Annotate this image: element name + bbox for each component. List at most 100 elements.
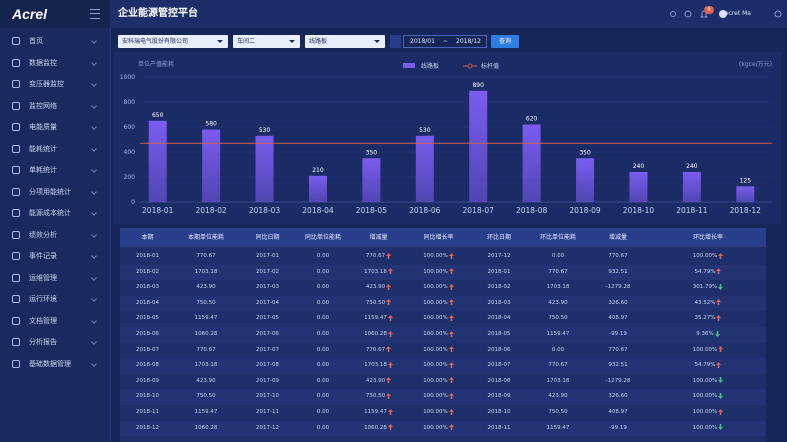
avatar[interactable] bbox=[719, 10, 727, 18]
sidebar: Acrel 首页 数据监控 变压器监控 监控网络 电能质量 能耗统计 单耗统计 分项用能统计能… bbox=[0, 0, 111, 442]
table-cell: 0.00 bbox=[316, 377, 330, 384]
menu-text: 单耗统计 bbox=[29, 166, 57, 174]
menu-text: 基础数据管理 bbox=[29, 359, 71, 368]
user-name[interactable]: Secret Ma bbox=[721, 10, 751, 17]
table-cell: 100.00% bbox=[650, 374, 766, 390]
menu-icon bbox=[12, 123, 20, 131]
menu-toggle[interactable] bbox=[90, 9, 100, 19]
menu-chevron bbox=[91, 167, 97, 173]
table-cell: 1159.47 bbox=[194, 315, 218, 322]
menu-item[interactable]: 首页 bbox=[0, 31, 110, 51]
arrow-shape bbox=[448, 268, 454, 275]
trend-arrow bbox=[448, 268, 454, 275]
top-bar: 企业能源管控平台 Secret Ma bbox=[110, 0, 787, 28]
table-cell: 770.67 bbox=[608, 346, 628, 353]
line-select[interactable]: 线路板 bbox=[305, 35, 385, 48]
table-cell: 770.67 bbox=[348, 249, 409, 265]
cell-text: 100.00% bbox=[423, 377, 448, 384]
table-cell: 100.00% bbox=[409, 405, 468, 421]
menu-item[interactable]: 绩效分析 bbox=[0, 225, 110, 245]
table-cell: -99.19 bbox=[609, 331, 627, 337]
menu-text: 文档管理 bbox=[29, 316, 57, 325]
menu-item[interactable]: 分析报告 bbox=[0, 332, 110, 352]
menu-text: 数据监控 bbox=[29, 58, 57, 67]
table-cell: 2018-08 bbox=[487, 377, 511, 384]
menu-item[interactable]: 分项用能统计 bbox=[0, 182, 110, 202]
table-cell: 54.79% bbox=[650, 358, 766, 374]
menu-item[interactable]: 运行环境 bbox=[0, 289, 110, 309]
column-header: 同比增长率 bbox=[409, 228, 468, 247]
menu-icon bbox=[12, 230, 20, 239]
table-cell: 100.00% bbox=[409, 343, 468, 359]
end-date: 2018/12 bbox=[456, 38, 481, 45]
arrow-shape bbox=[448, 408, 454, 415]
table-cell: 2018-06 bbox=[136, 331, 159, 337]
table-cell: 1159.47 bbox=[546, 331, 570, 337]
arrow-shape bbox=[716, 299, 722, 306]
settings-icon[interactable] bbox=[774, 10, 782, 18]
trend-arrow bbox=[718, 424, 724, 431]
trend-arrow bbox=[448, 330, 454, 337]
column-header: 环比单位能耗 bbox=[530, 228, 586, 247]
table-cell: 1703.18 bbox=[194, 362, 218, 369]
arrow-shape bbox=[716, 314, 722, 321]
table-cell: 750.50 bbox=[196, 299, 216, 306]
menu-item[interactable]: 电能质量 bbox=[0, 117, 110, 137]
menu-item[interactable]: 单耗统计 bbox=[0, 160, 110, 180]
menu-icon bbox=[12, 273, 20, 282]
menu-item[interactable]: 文档管理 bbox=[0, 311, 110, 331]
query-button[interactable]: 查询 bbox=[491, 35, 519, 48]
arrow-shape bbox=[387, 314, 393, 321]
table-cell: 100.00% bbox=[650, 421, 766, 437]
cell-text: 1703.18 bbox=[364, 362, 387, 369]
menu-text: 首页 bbox=[29, 37, 43, 45]
table-cell: 750.50 bbox=[196, 393, 216, 400]
date-range[interactable]: 2018/01 ~ 2018/12 bbox=[403, 35, 487, 48]
table-cell: 9.36% bbox=[650, 327, 766, 343]
cell-text: 1703.18 bbox=[364, 268, 387, 275]
column-header: 增减量 bbox=[586, 228, 650, 247]
app-title: 企业能源管控平台 bbox=[118, 8, 198, 19]
table-cell: 54.79% bbox=[650, 265, 766, 281]
trend-arrow bbox=[386, 252, 392, 259]
start-date: 2018/01 bbox=[410, 38, 435, 45]
table-cell: 301.79% bbox=[650, 280, 766, 296]
table-cell: 2017-02 bbox=[256, 268, 279, 275]
menu-item[interactable]: 能源成本统计 bbox=[0, 203, 110, 223]
cell-text: 100.00% bbox=[692, 393, 718, 400]
cell-text: 750.50 bbox=[365, 393, 386, 400]
menu-item[interactable]: 运维管理 bbox=[0, 268, 110, 288]
menu-item[interactable]: 变压器监控 bbox=[0, 74, 110, 94]
trend-arrow bbox=[714, 330, 720, 337]
menu-icon bbox=[12, 187, 20, 196]
menu-text: 分析报告 bbox=[29, 338, 57, 346]
search-icon[interactable] bbox=[670, 11, 676, 17]
trend-arrow bbox=[718, 346, 724, 353]
help-icon[interactable] bbox=[684, 10, 692, 18]
column-header: 环比增长率 bbox=[650, 228, 766, 247]
table-cell: 0.00 bbox=[316, 424, 330, 431]
menu-item[interactable]: 基础数据管理 bbox=[0, 354, 110, 374]
workshop-select[interactable]: 车间二 bbox=[233, 35, 300, 48]
table-cell: 2017-12 bbox=[256, 424, 279, 431]
company-select[interactable]: 安科瑞电气股份有限公司 bbox=[118, 35, 228, 48]
trend-arrow bbox=[716, 361, 722, 368]
menu-chevron bbox=[91, 274, 97, 281]
menu-chevron bbox=[91, 253, 97, 259]
table-cell: 2018-01 bbox=[487, 268, 511, 275]
menu-item[interactable]: 数据监控 bbox=[0, 53, 110, 73]
table-row: 2018-03 423.90 2017-03 0.00 423.90 100.00% 201… bbox=[120, 280, 766, 296]
cell-text: 301.79% bbox=[692, 284, 718, 291]
menu-chevron bbox=[91, 102, 97, 109]
table-cell: 100.00% bbox=[650, 405, 766, 421]
table-cell: 770.67 bbox=[608, 253, 628, 259]
calendar-icon[interactable] bbox=[390, 35, 401, 48]
menu-icon bbox=[12, 295, 20, 303]
table-cell: 2018-11 bbox=[136, 409, 159, 415]
table-cell: 932.51 bbox=[608, 268, 628, 275]
table-cell: 1060.28 bbox=[194, 424, 218, 431]
menu-item[interactable]: 事件记录 bbox=[0, 246, 110, 266]
menu-item[interactable]: 能耗统计 bbox=[0, 139, 110, 159]
menu-item[interactable]: 监控网络 bbox=[0, 96, 110, 116]
arrow-shape bbox=[448, 392, 454, 399]
